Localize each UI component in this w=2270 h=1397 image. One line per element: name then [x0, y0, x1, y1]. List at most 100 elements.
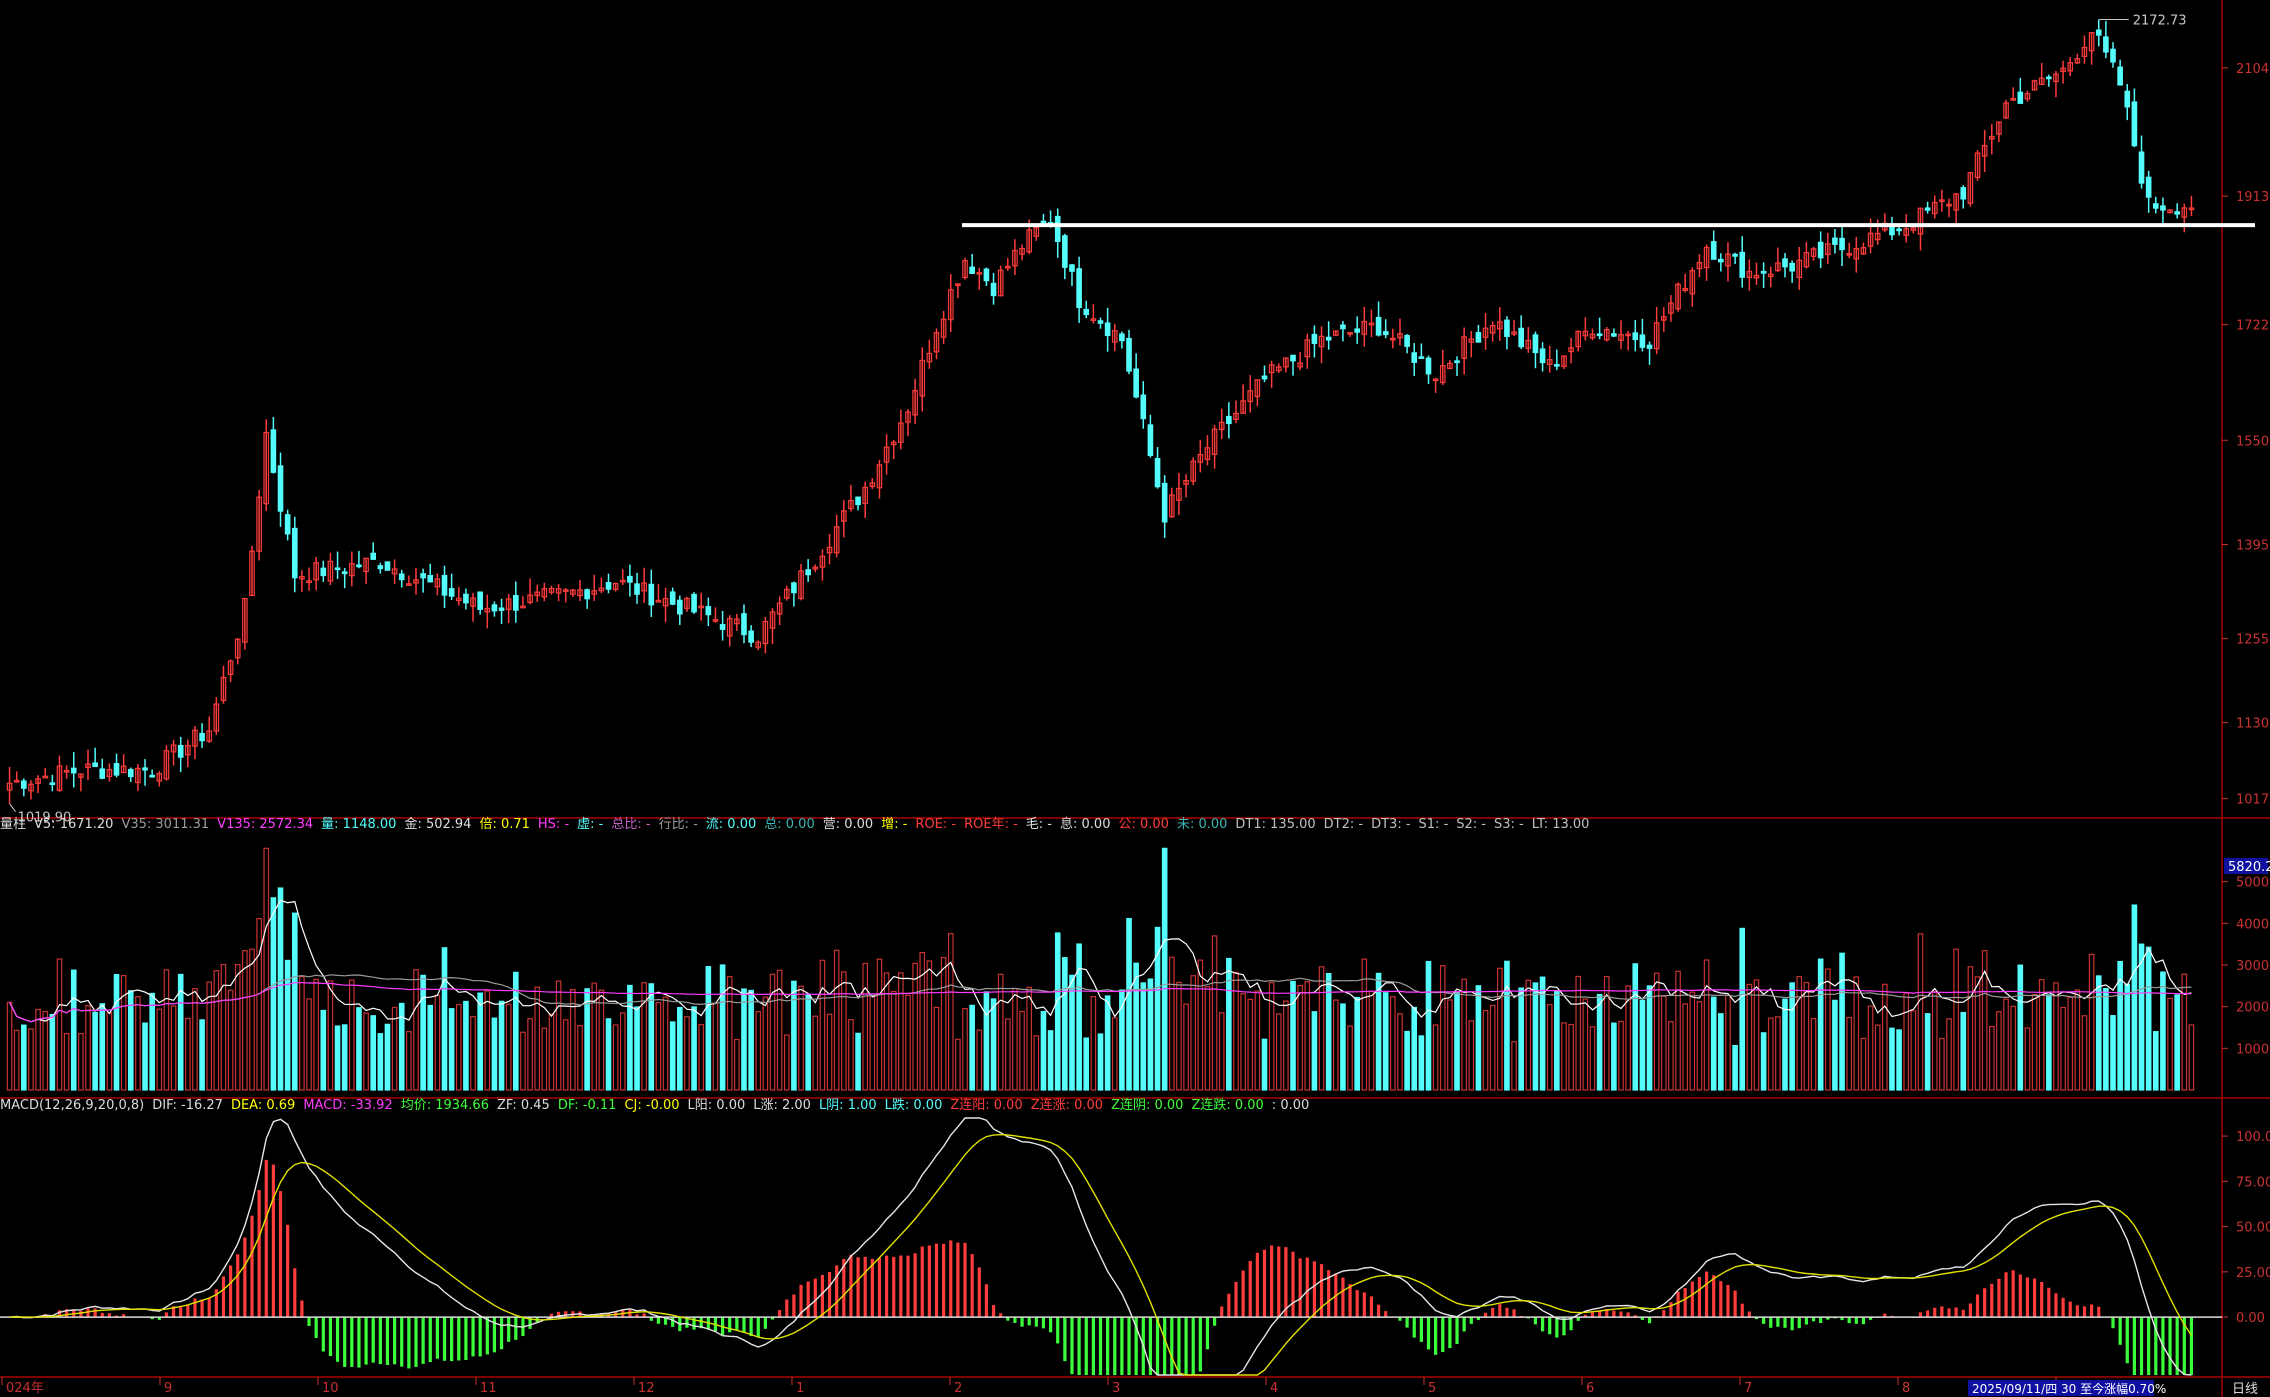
- volume-bar: [1554, 990, 1560, 1091]
- candle-body: [1867, 232, 1874, 247]
- volume-bar: [2031, 994, 2038, 1091]
- volume-bar: [1703, 959, 1710, 1091]
- candle-body: [1183, 480, 1189, 485]
- candle-body: [1411, 352, 1418, 363]
- candle-body: [85, 763, 91, 768]
- volume-bar: [705, 966, 712, 1091]
- volume-bar: [341, 1024, 348, 1091]
- macd-histogram[interactable]: [0, 1159, 2222, 1375]
- candle-body: [1618, 334, 1624, 341]
- volume-bar: [1618, 1020, 1624, 1091]
- candle-body: [1832, 237, 1838, 245]
- candle-body: [28, 783, 34, 792]
- candle-body: [655, 599, 662, 603]
- candle-body: [1318, 335, 1325, 348]
- volume-bar: [1268, 981, 1275, 1091]
- volume-bar: [648, 983, 655, 1091]
- candle-body: [1703, 246, 1710, 269]
- volume-bar: [769, 973, 776, 1091]
- volume-bar: [2060, 1006, 2066, 1091]
- candle-body: [1425, 357, 1432, 375]
- volume-info-item: 息: 0.00: [1060, 817, 1111, 832]
- volume-info-item: 公: 0.00: [1118, 817, 1169, 832]
- candle-body: [1511, 331, 1517, 335]
- volume-bar: [1111, 1017, 1118, 1091]
- volume-badge: 5820.2: [2228, 860, 2270, 875]
- volume-bar: [1931, 990, 1938, 1091]
- price-candlesticks[interactable]: [6, 19, 2195, 804]
- candle-body: [1939, 199, 1945, 203]
- volume-bar: [1874, 1024, 1881, 1091]
- candle-body: [534, 591, 541, 597]
- candle-body: [70, 767, 77, 774]
- volume-bar: [1882, 983, 1888, 1091]
- candle-body: [2103, 36, 2109, 53]
- volume-bar: [598, 989, 605, 1091]
- volume-bar: [976, 1029, 983, 1091]
- volume-bars[interactable]: [6, 847, 2195, 1091]
- volume-bar: [127, 990, 134, 1091]
- candle-body: [1439, 365, 1446, 384]
- candle-body: [170, 744, 177, 753]
- candle-body: [1097, 320, 1104, 324]
- candle-body: [712, 619, 719, 622]
- candle-body: [1846, 253, 1852, 256]
- volume-bar: [1504, 960, 1510, 1091]
- candle-body: [1254, 379, 1261, 398]
- volume-bar: [541, 1027, 548, 1091]
- candle-body: [883, 446, 890, 463]
- macd-line: [9, 1117, 2192, 1376]
- candle-body: [1226, 415, 1232, 425]
- candle-body: [320, 567, 327, 577]
- candle-body: [455, 597, 462, 602]
- volume-bar: [1981, 950, 1988, 1091]
- candle-body: [498, 607, 505, 611]
- volume-bar: [819, 959, 826, 1091]
- candle-body: [242, 597, 248, 643]
- candle-body: [1275, 366, 1282, 372]
- volume-bar: [477, 992, 483, 1091]
- volume-bar: [1397, 1013, 1403, 1091]
- candle-body: [1083, 308, 1090, 316]
- volume-bar: [1603, 975, 1610, 1091]
- volume-bar: [1511, 1041, 1517, 1091]
- candle-body: [2117, 66, 2123, 86]
- candle-body: [1154, 458, 1161, 488]
- candle-body: [541, 588, 548, 598]
- volume-bar: [1154, 926, 1161, 1091]
- volume-bar: [2017, 964, 2024, 1091]
- volume-bar: [605, 1018, 612, 1091]
- volume-bar: [234, 963, 241, 1091]
- volume-bar: [805, 994, 811, 1091]
- candle-body: [591, 590, 598, 595]
- volume-bar: [2188, 1024, 2195, 1091]
- volume-bar: [1318, 966, 1325, 1091]
- candle-body: [1054, 215, 1061, 243]
- volume-bar: [1561, 1022, 1567, 1091]
- volume-bar: [962, 1008, 968, 1091]
- candle-body: [776, 602, 783, 615]
- macd-line: [9, 1133, 2192, 1376]
- volume-bar: [2053, 982, 2059, 1091]
- macd-info-item: Z连阳: 0.00: [950, 1098, 1023, 1113]
- price-tick-label: 1130: [2236, 717, 2269, 732]
- candle-body: [434, 578, 441, 588]
- volume-bar: [120, 974, 127, 1091]
- volume-bar: [1753, 979, 1760, 1091]
- candle-body: [812, 566, 819, 570]
- volume-ma-line: [9, 974, 2192, 1023]
- volume-bar: [192, 988, 198, 1091]
- candle-body: [413, 579, 419, 584]
- volume-bar: [940, 956, 947, 1091]
- volume-bar: [1104, 995, 1111, 1091]
- candle-body: [2160, 205, 2166, 211]
- candle-body: [2167, 209, 2173, 214]
- time-tick-label: 6: [1586, 1381, 1594, 1396]
- candle-body: [1625, 333, 1631, 337]
- volume-bar: [85, 1005, 91, 1091]
- volume-bar: [1019, 1010, 1025, 1091]
- volume-bar: [1247, 998, 1254, 1091]
- candle-body: [1447, 362, 1453, 370]
- volume-bar: [734, 1038, 740, 1091]
